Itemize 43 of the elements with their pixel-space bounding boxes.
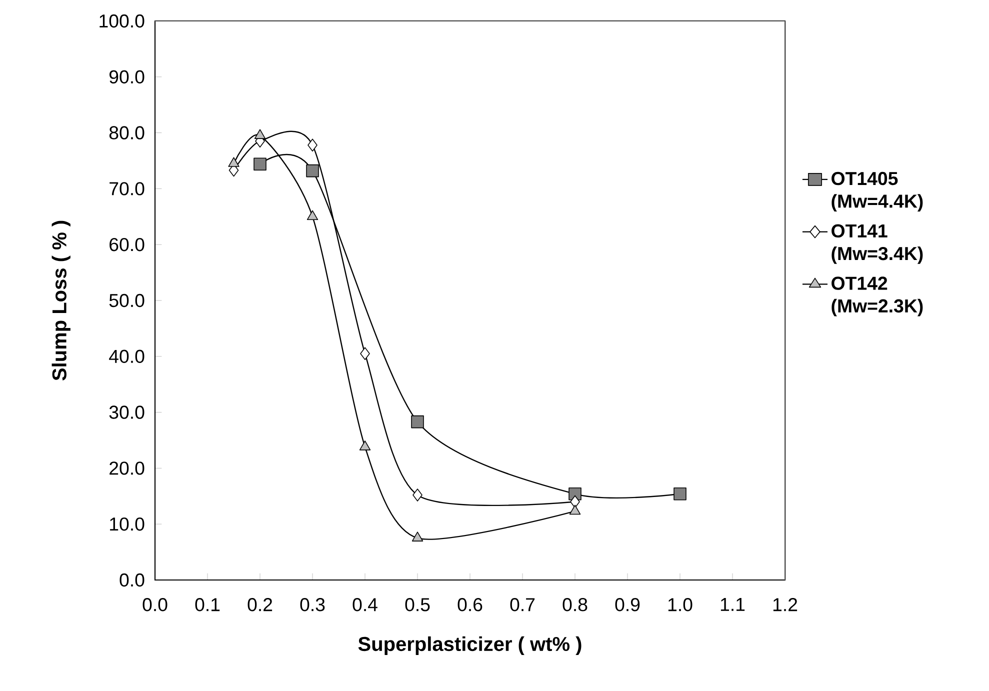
point xyxy=(359,440,371,450)
point xyxy=(674,488,686,500)
legend-label: OT141 (Mw=3.4K) xyxy=(832,224,923,264)
x-tick-label: 0.8 xyxy=(562,598,588,612)
point xyxy=(412,532,424,542)
y-tick-label: 60.0 xyxy=(110,238,144,252)
y-tick-label: 100.0 xyxy=(100,14,144,28)
y-tick-label: 90.0 xyxy=(110,70,144,84)
x-tick-label: 1.0 xyxy=(668,598,692,612)
x-tick-label: 0.3 xyxy=(300,598,325,612)
y-tick-label: 80.0 xyxy=(109,126,144,140)
point xyxy=(254,129,266,139)
x-axis-title: Superplasticizer ( wt% ) xyxy=(358,636,582,656)
point xyxy=(308,138,318,152)
y-tick-label: 40.0 xyxy=(109,350,144,363)
point xyxy=(254,158,266,170)
x-tick-label: 0.1 xyxy=(195,598,220,612)
x-tick-label: 0.7 xyxy=(510,598,535,612)
point xyxy=(360,347,370,360)
y-tick-label: 20.0 xyxy=(110,462,144,475)
y-tick-label: 50.0 xyxy=(109,294,144,308)
point xyxy=(306,164,319,178)
x-tick-label: 0.4 xyxy=(352,598,378,612)
point xyxy=(569,504,581,515)
x-tick-label: 1.1 xyxy=(720,598,745,611)
y-axis-title: Slump Loss ( % ) xyxy=(52,220,70,380)
x-tick-label: 0.9 xyxy=(615,598,640,612)
legend-label: OT1405 (Mw=4.4K) xyxy=(832,172,923,212)
x-tick-label: 1.2 xyxy=(773,598,798,612)
point xyxy=(411,415,424,428)
x-tick-label: 0.6 xyxy=(458,598,482,612)
point xyxy=(412,488,422,502)
y-tick-label: 70.0 xyxy=(110,182,144,196)
y-tick-label: 10.0 xyxy=(110,517,144,531)
point xyxy=(228,157,240,167)
point xyxy=(306,210,318,220)
x-tick-label: 0.0 xyxy=(142,598,168,612)
x-tick-label: 0.5 xyxy=(405,598,430,612)
legend-label: OT142 (Mw=2.3K) xyxy=(832,276,923,316)
point xyxy=(570,495,580,508)
y-tick-label: 0.0 xyxy=(120,573,144,587)
y-tick-label: 30.0 xyxy=(109,406,144,419)
x-tick-label: 0.2 xyxy=(248,598,272,612)
